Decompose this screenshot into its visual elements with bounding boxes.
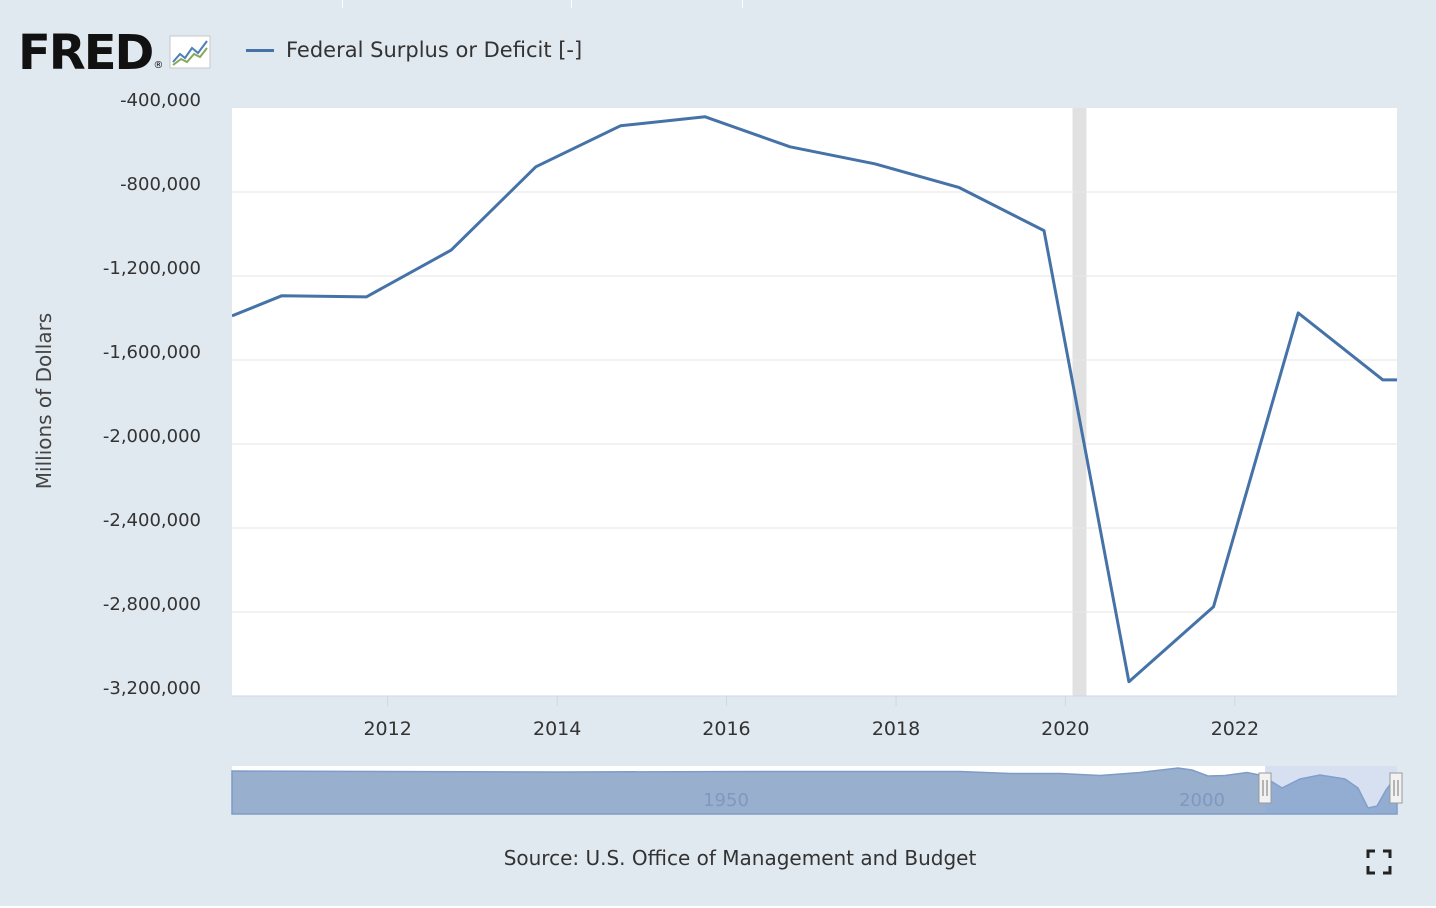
- fred-logo[interactable]: FRED ®: [18, 25, 211, 81]
- legend[interactable]: Federal Surplus or Deficit [-]: [246, 32, 582, 68]
- x-tick-label: 2012: [363, 718, 411, 740]
- source-note: Source: U.S. Office of Management and Bu…: [503, 846, 977, 870]
- y-tick-label: -1,600,000: [103, 342, 201, 363]
- x-tick-label: 2014: [533, 718, 581, 740]
- plot-area: [232, 108, 1397, 696]
- navigator-tick-label: 2000: [1179, 790, 1225, 811]
- y-tick-label: -2,800,000: [103, 594, 201, 615]
- recession-band: [1072, 108, 1087, 696]
- top-tab-dividers: [0, 0, 1436, 8]
- y-axis-title: Millions of Dollars: [32, 313, 56, 489]
- navigator-tick-label: 1950: [703, 790, 749, 811]
- x-tick-label: 2018: [872, 718, 920, 740]
- y-tick-label: -400,000: [120, 90, 201, 111]
- navigator-handle-right[interactable]: [1389, 772, 1403, 804]
- y-tick-label: -2,400,000: [103, 510, 201, 531]
- x-tick-label: 2016: [702, 718, 750, 740]
- handle-body: [1389, 772, 1403, 804]
- fred-logo-text: FRED: [18, 25, 154, 81]
- expand-icon[interactable]: [1366, 849, 1392, 875]
- navigator-area: [231, 767, 1398, 815]
- series-line: [232, 115, 1397, 684]
- registered-mark: ®: [153, 60, 164, 71]
- y-tick-label: -1,200,000: [103, 258, 201, 279]
- navigator-handle-left[interactable]: [1258, 772, 1272, 804]
- legend-series-label: Federal Surplus or Deficit [-]: [286, 38, 583, 62]
- line-chart-icon: [169, 35, 211, 69]
- y-tick-label: -3,200,000: [103, 678, 201, 699]
- y-tick-label: -2,000,000: [103, 426, 201, 447]
- handle-body: [1258, 772, 1272, 804]
- y-tick-label: -800,000: [120, 174, 201, 195]
- navigator-selection: [1265, 766, 1397, 814]
- legend-swatch: [246, 48, 274, 52]
- x-tick-label: 2022: [1211, 718, 1259, 740]
- x-tick-label: 2020: [1041, 718, 1089, 740]
